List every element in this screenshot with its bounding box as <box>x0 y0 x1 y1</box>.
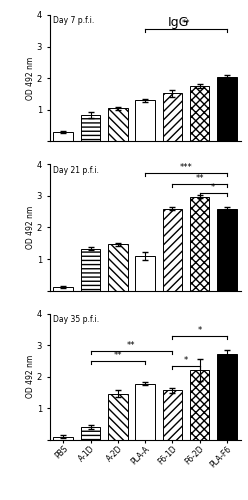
Bar <box>53 286 73 290</box>
Text: Day 7 p.f.i.: Day 7 p.f.i. <box>53 16 95 26</box>
Text: **: ** <box>114 351 122 360</box>
Text: Day 21 p.f.i.: Day 21 p.f.i. <box>53 166 99 174</box>
Y-axis label: OD 492 nm: OD 492 nm <box>26 56 35 100</box>
Bar <box>108 394 128 440</box>
Bar <box>53 437 73 440</box>
Bar <box>53 132 73 141</box>
Bar <box>81 426 100 440</box>
Text: **: ** <box>195 174 204 183</box>
Bar <box>217 210 237 290</box>
Bar <box>162 208 182 290</box>
Text: **: ** <box>127 341 136 350</box>
Bar <box>162 390 182 440</box>
Text: IgG: IgG <box>168 16 189 30</box>
Bar <box>162 94 182 142</box>
Bar <box>135 100 155 141</box>
Bar <box>108 108 128 142</box>
Text: **: ** <box>182 20 190 28</box>
Bar <box>190 86 210 142</box>
Bar <box>217 76 237 142</box>
Bar <box>108 244 128 290</box>
Y-axis label: OD 492 nm: OD 492 nm <box>26 355 35 399</box>
Text: Day 35 p.f.i.: Day 35 p.f.i. <box>53 315 99 324</box>
Bar <box>190 197 210 290</box>
Bar <box>217 354 237 440</box>
Bar <box>190 370 210 440</box>
Text: ***: *** <box>180 163 192 172</box>
Text: *: * <box>184 356 188 364</box>
Bar <box>81 248 100 290</box>
Bar <box>81 115 100 141</box>
Text: *: * <box>197 326 202 336</box>
Bar <box>135 256 155 290</box>
Y-axis label: OD 492 nm: OD 492 nm <box>26 206 35 249</box>
Text: *: * <box>211 183 216 192</box>
Bar <box>135 384 155 440</box>
